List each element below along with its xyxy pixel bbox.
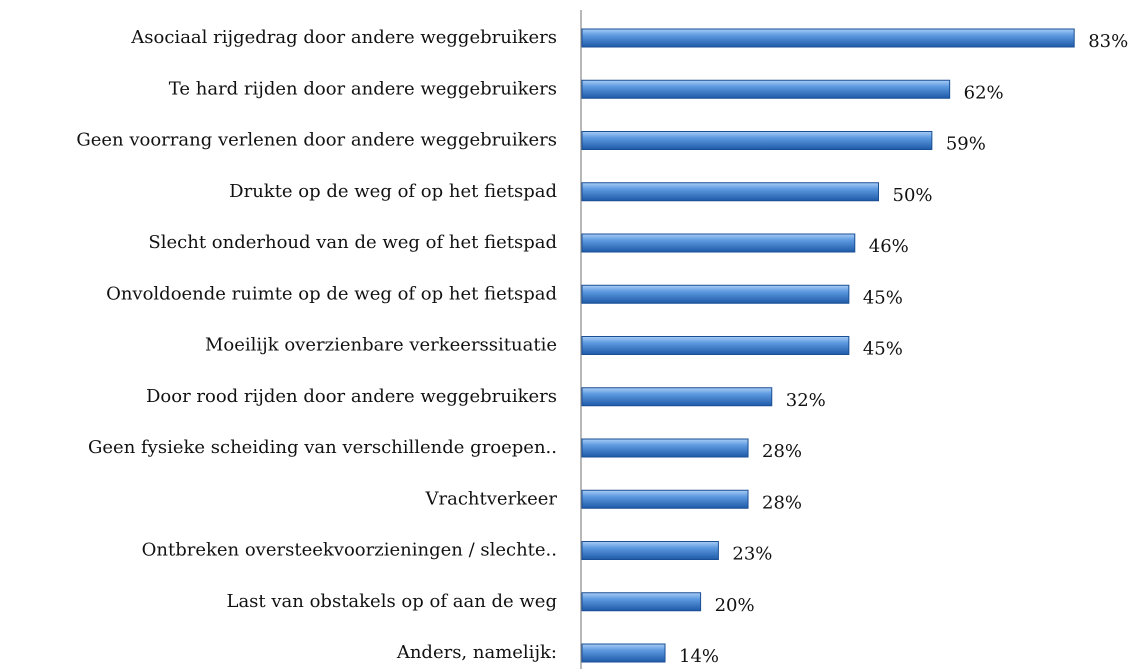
bar [581, 284, 850, 304]
bar [581, 541, 719, 560]
value-label: 32% [786, 390, 826, 411]
category-label: Ontbreken oversteekvoorzieningen / slech… [142, 540, 557, 561]
value-label: 28% [762, 441, 802, 462]
value-label: 14% [679, 646, 719, 667]
value-label: 20% [715, 595, 755, 616]
bar [581, 592, 702, 612]
bar [581, 79, 951, 99]
category-label: Moeilijk overzienbare verkeerssituatie [205, 335, 557, 356]
value-label: 83% [1088, 31, 1128, 52]
category-label: Door rood rijden door andere weggebruike… [146, 386, 557, 407]
category-label: Anders, namelijk: [396, 642, 557, 663]
value-label: 28% [762, 492, 802, 513]
category-label: Drukte op de weg of op het fietspad [229, 181, 557, 202]
bar [581, 643, 666, 663]
value-label: 50% [893, 185, 933, 206]
bar [581, 182, 879, 202]
category-label: Geen voorrang verlenen door andere wegge… [76, 130, 557, 151]
value-label: 46% [869, 236, 909, 257]
category-label: Te hard rijden door andere weggebruikers [169, 78, 557, 99]
value-label: 23% [732, 544, 772, 565]
bar [581, 336, 850, 355]
bar [581, 131, 933, 150]
category-label: Vrachtverkeer [425, 488, 558, 509]
value-label: 59% [946, 134, 986, 155]
bar [581, 489, 749, 509]
category-label: Geen fysieke scheiding van verschillende… [88, 437, 557, 458]
category-label: Last van obstakels op of aan de weg [227, 591, 558, 612]
value-label: 62% [964, 82, 1004, 103]
category-label: Asociaal rijgedrag door andere weggebrui… [130, 27, 557, 48]
value-label: 45% [863, 339, 903, 360]
bar [581, 387, 773, 407]
bar [581, 28, 1075, 48]
category-label: Onvoldoende ruimte op de weg of op het f… [106, 283, 557, 304]
value-label: 45% [863, 287, 903, 308]
bar [581, 233, 856, 253]
category-label: Slecht onderhoud van de weg of het fiets… [148, 232, 557, 253]
bar [581, 438, 749, 458]
